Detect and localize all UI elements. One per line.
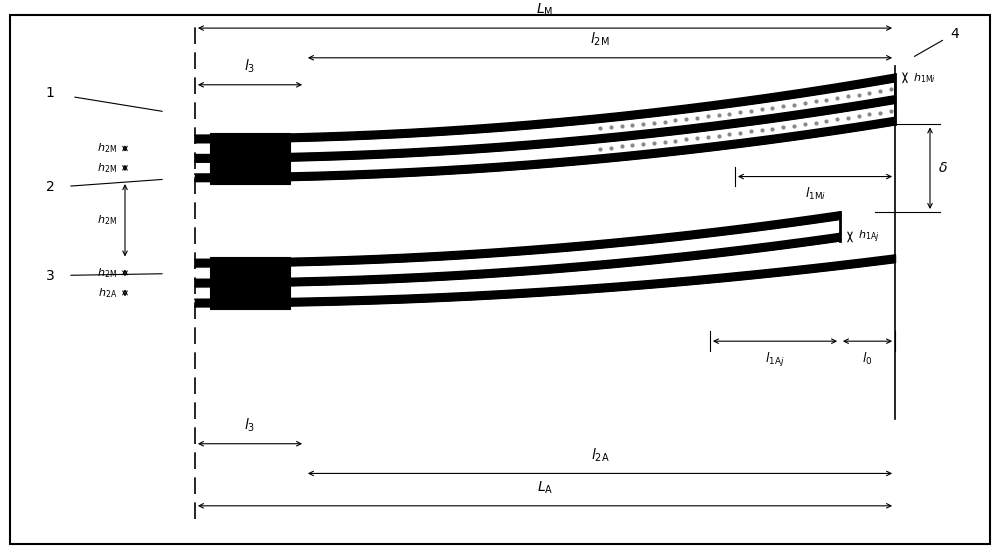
Bar [210,257,290,309]
Text: $h_{\mathrm{1A}j}$: $h_{\mathrm{1A}j}$ [858,229,879,245]
Text: $\delta$: $\delta$ [938,161,948,175]
Text: 4: 4 [951,26,959,41]
Text: $h_{\mathrm{2M}}$: $h_{\mathrm{2M}}$ [97,214,117,227]
Text: 1: 1 [46,86,54,100]
Text: $l_0$: $l_0$ [862,351,873,367]
Text: $l_{\mathrm{2M}}$: $l_{\mathrm{2M}}$ [590,31,610,48]
Text: $h_{\mathrm{2M}}$: $h_{\mathrm{2M}}$ [97,142,117,155]
Text: 3: 3 [46,270,54,283]
Text: $h_{\mathrm{2M}}$: $h_{\mathrm{2M}}$ [97,161,117,175]
Bar [210,132,290,184]
Text: $l_{\mathrm{2A}}$: $l_{\mathrm{2A}}$ [591,446,609,464]
Text: $l_{\mathrm{1A}j}$: $l_{\mathrm{1A}j}$ [765,351,785,369]
Text: $h_{\mathrm{1M}i}$: $h_{\mathrm{1M}i}$ [913,71,936,85]
Text: $l_{\mathrm{1M}i}$: $l_{\mathrm{1M}i}$ [805,186,825,203]
Text: $l_3$: $l_3$ [244,417,256,434]
Text: $l_3$: $l_3$ [244,58,256,75]
Text: $L_{\mathrm{A}}$: $L_{\mathrm{A}}$ [537,480,553,496]
Text: 2: 2 [46,180,54,194]
Text: $h_{\mathrm{2M}}$: $h_{\mathrm{2M}}$ [97,266,117,280]
Text: $h_{\mathrm{2A}}$: $h_{\mathrm{2A}}$ [98,286,117,300]
Text: $L_{\mathrm{M}}$: $L_{\mathrm{M}}$ [536,2,554,18]
